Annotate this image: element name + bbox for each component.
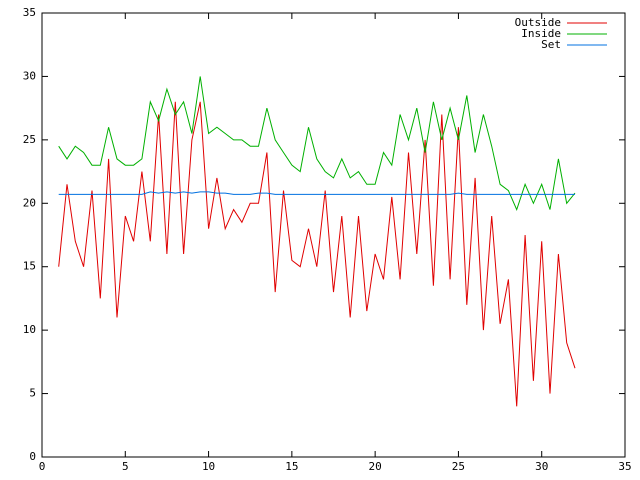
x-tick-label: 0	[39, 460, 46, 473]
y-tick-label: 0	[29, 450, 36, 463]
x-tick-label: 30	[535, 460, 548, 473]
legend-label: Inside	[521, 27, 561, 40]
y-tick-label: 5	[29, 387, 36, 400]
series-line	[58, 191, 575, 195]
y-tick-label: 30	[23, 69, 36, 82]
x-tick-label: 10	[202, 460, 215, 473]
y-tick-label: 10	[23, 323, 36, 336]
x-tick-label: 5	[122, 460, 129, 473]
series-line	[58, 76, 576, 211]
x-tick-label: 15	[285, 460, 298, 473]
x-tick-label: 20	[369, 460, 382, 473]
x-tick-label: 25	[452, 460, 465, 473]
series-line	[58, 101, 576, 407]
legend-label: Outside	[515, 16, 561, 29]
y-tick-label: 35	[23, 6, 36, 19]
legend-label: Set	[541, 38, 561, 51]
y-tick-label: 25	[23, 133, 36, 146]
x-tick-label: 35	[618, 460, 631, 473]
plot-border	[41, 12, 626, 458]
y-tick-label: 20	[23, 196, 36, 209]
y-tick-label: 15	[23, 260, 36, 273]
